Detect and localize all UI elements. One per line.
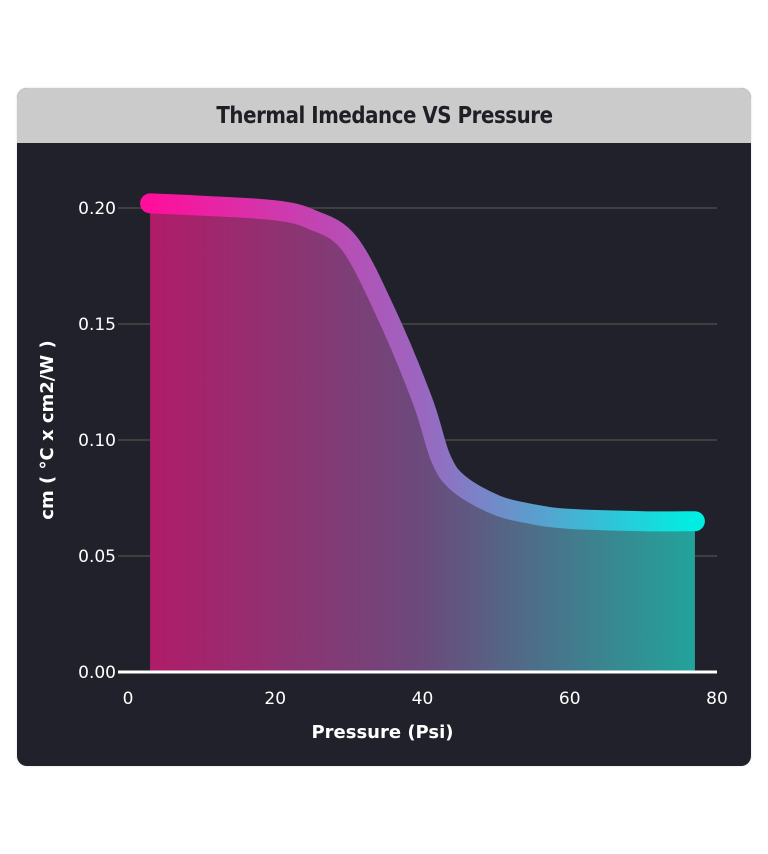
y-tick-labels: 0.00 0.05 0.10 0.15 0.20 (78, 199, 116, 683)
y-tick-label: 0.15 (78, 315, 116, 335)
x-tick-label: 0 (123, 689, 134, 709)
y-axis-title: cm ( °C x cm2/W ) (37, 340, 58, 519)
x-tick-labels: 0 20 40 60 80 (123, 689, 728, 709)
y-tick-label: 0.10 (78, 431, 116, 451)
x-tick-label: 60 (559, 689, 581, 709)
chart-title: Thermal Imedance VS Pressure (215, 102, 553, 129)
y-tick-label: 0.05 (78, 547, 116, 567)
x-axis-title: Pressure (Psi) (311, 722, 453, 743)
chart-card: Thermal Imedance VS Pressure 0.00 0.05 0.1… (17, 88, 751, 766)
y-tick-label: 0.20 (78, 199, 116, 219)
x-tick-label: 80 (706, 689, 728, 709)
x-tick-label: 20 (264, 689, 286, 709)
chart-plot: 0.00 0.05 0.10 0.15 0.20 0 20 40 60 80 Pressure … (37, 193, 728, 743)
series-line (140, 193, 705, 532)
chart-header: Thermal Imedance VS Pressure (17, 88, 751, 143)
y-tick-label: 0.00 (78, 663, 116, 683)
area-fill (150, 211, 695, 673)
x-tick-label: 40 (412, 689, 434, 709)
